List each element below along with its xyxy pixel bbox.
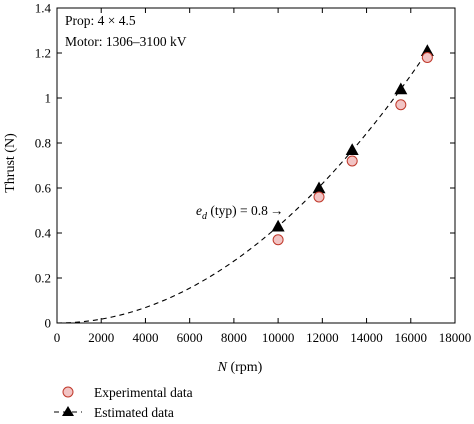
- x-tick-label: 8000: [221, 330, 247, 345]
- x-tick-label: 16000: [395, 330, 428, 345]
- y-tick-label: 1.4: [35, 1, 52, 16]
- y-axis-label: Thrust (N): [3, 133, 18, 193]
- x-axis-label-unit: (rpm): [227, 360, 263, 375]
- x-tick-label: 12000: [306, 330, 339, 345]
- legend: Experimental data Estimated data: [54, 385, 193, 420]
- estimated-data-points: [271, 44, 434, 232]
- legend-estimated-label: Estimated data: [94, 405, 174, 420]
- experimental-point: [313, 191, 325, 203]
- y-axis-ticks: 0 0.2 0.4 0.6 0.8 1 1.2 1.4: [35, 1, 455, 331]
- estimated-point: [345, 143, 359, 155]
- efficiency-symbol: e: [196, 203, 202, 218]
- legend-experimental-label: Experimental data: [94, 385, 193, 400]
- y-tick-label: 1.2: [35, 46, 51, 61]
- estimated-point: [271, 219, 285, 232]
- efficiency-arrow: →: [270, 203, 284, 218]
- x-tick-label: 0: [54, 330, 61, 345]
- motor-annotation: Motor: 1306–3100 kV: [65, 34, 187, 49]
- legend-experimental-marker: [62, 386, 74, 398]
- experimental-point: [395, 99, 407, 111]
- y-tick-label: 0.8: [35, 136, 51, 151]
- x-tick-label: 18000: [439, 330, 472, 345]
- estimated-curve: [56, 51, 428, 324]
- legend-estimated-marker: [62, 406, 74, 416]
- x-tick-label: 4000: [132, 330, 158, 345]
- plot-area-frame: [56, 7, 456, 324]
- efficiency-subscript: d: [202, 211, 208, 222]
- x-axis-label: N (rpm): [217, 360, 263, 375]
- efficiency-annotation: ed (typ) = 0.8 →: [196, 203, 283, 222]
- x-tick-label: 14000: [350, 330, 383, 345]
- y-tick-label: 0.6: [35, 181, 52, 196]
- prop-annotation: Prop: 4 × 4.5: [65, 13, 136, 28]
- efficiency-text: (typ) = 0.8: [207, 203, 268, 218]
- x-tick-label: 6000: [177, 330, 203, 345]
- x-axis-label-variable: N: [217, 360, 228, 375]
- experimental-point: [421, 52, 433, 63]
- experimental-point: [272, 234, 284, 246]
- y-tick-label: 1: [45, 91, 52, 106]
- estimated-point: [420, 44, 434, 56]
- experimental-point: [346, 155, 358, 167]
- y-tick-label: 0: [45, 316, 52, 331]
- x-tick-label: 2000: [88, 330, 114, 345]
- x-axis-ticks: 0 2000 4000 6000 8000 10000 12000 14000 16000 180…: [54, 8, 472, 345]
- experimental-data-points: [272, 52, 433, 246]
- y-tick-label: 0.2: [35, 271, 51, 286]
- estimated-point: [394, 82, 408, 95]
- y-tick-label: 0.4: [35, 226, 52, 241]
- x-tick-label: 10000: [262, 330, 295, 345]
- estimated-point: [312, 181, 326, 194]
